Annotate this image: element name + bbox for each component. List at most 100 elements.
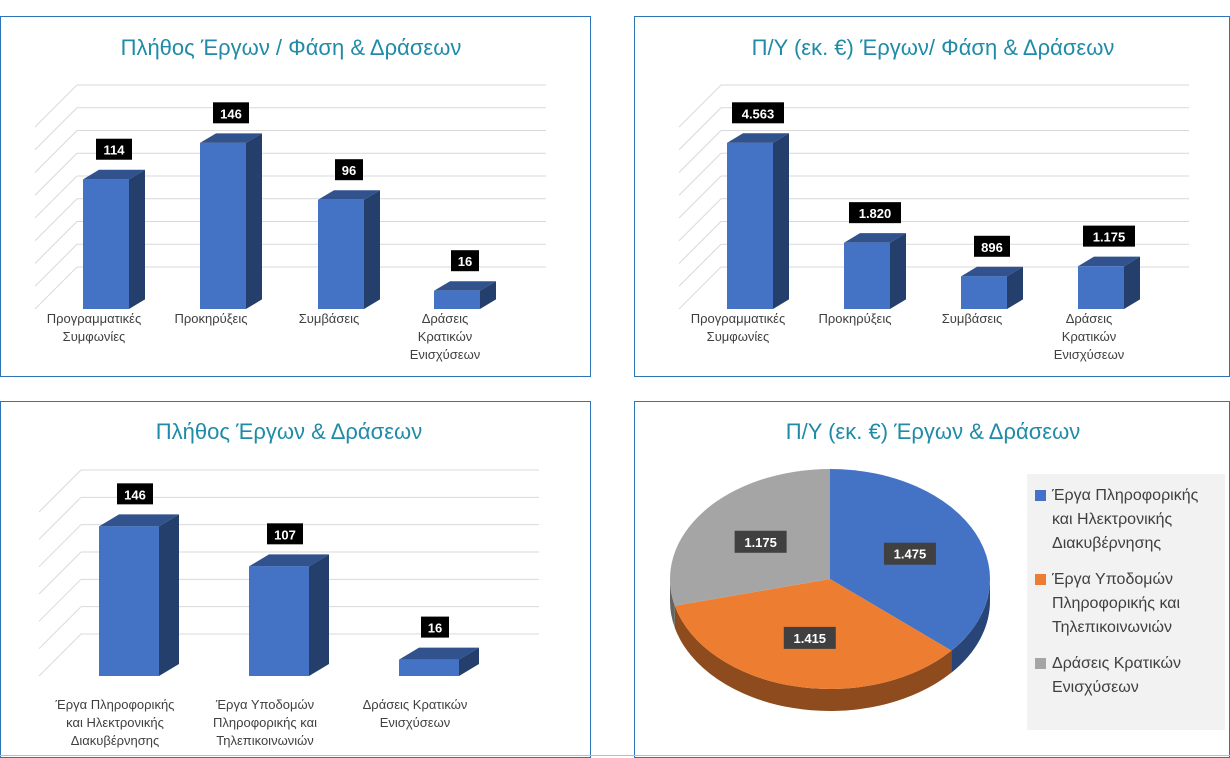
pie-data-label: 1.415 [783,626,836,649]
bar-side [159,514,179,676]
data-label: 96 [335,159,363,181]
data-label: 146 [213,102,249,124]
bar-top [1078,256,1140,267]
bar [318,190,380,309]
bar [399,647,479,676]
legend-item: Δράσεις Κρατικών Ενισχύσεων [1035,655,1181,696]
grid-line [38,469,82,513]
grid-line [678,266,722,310]
bar [434,281,496,309]
bar [99,514,179,676]
bar-front [99,526,159,676]
bar-top [318,190,380,200]
pie-slice-side [670,579,675,628]
grid-line [678,84,722,128]
grid-line [38,496,82,540]
category-label: Προγραμματικές Συμφωνίες [47,311,142,344]
svg-text:896: 896 [981,240,1003,255]
bar-top [99,514,179,527]
bar [249,554,329,676]
svg-text:146: 146 [124,487,146,502]
bar-side [480,281,496,309]
bar-front [200,142,246,309]
grid [34,84,546,310]
bar-side [246,133,262,309]
data-label: 107 [267,523,303,545]
bar [844,233,906,309]
grid-line [34,198,78,242]
data-label: 16 [451,250,479,272]
svg-text:96: 96 [342,163,356,178]
legend-box [1027,474,1225,730]
bar-top [727,133,789,143]
chart-title: Πλήθος Έργων / Φάση & Δράσεων [121,35,462,60]
bar-front [961,276,1007,309]
legend: Έργα Πληροφορικής και Ηλεκτρονικής Διακυβέ… [1027,474,1225,730]
category-label: Δράσεις Κρατικών Ενισχύσεων [1054,311,1124,362]
pie-slice-side [951,579,990,673]
bar-front [399,659,459,676]
legend-swatch [1035,658,1046,669]
svg-text:4.563: 4.563 [742,106,775,121]
grid-line [38,578,82,622]
grid-line [38,551,82,595]
data-label: 16 [421,616,449,638]
bar-side [1007,266,1023,309]
bar-top [961,266,1023,277]
svg-text:146: 146 [220,106,242,121]
panel-projects-by-type: Πλήθος Έργων & Δράσεων 146 Έργα Πληροφορικ… [0,401,591,758]
grid-line [678,130,722,173]
bar-top [844,233,906,243]
panel-projects-by-phase: Πλήθος Έργων / Φάση & Δράσεων 114 Προγραμμ… [0,16,591,377]
grid-line [34,130,78,173]
legend-swatch [1035,574,1046,585]
grid-line [38,606,82,650]
data-label: 1.820 [849,202,901,224]
pie-chart-budget-by-type: Π/Υ (εκ. €) Έργων & Δράσεων 1.475 1.415 1.1… [670,419,1225,730]
grid-line [34,152,78,196]
grid [678,84,1189,310]
bar-side [129,169,145,309]
bar-front [434,290,480,309]
pie-data-label: 1.175 [734,530,787,553]
legend-item: Έργα Υποδομών Πληροφορικής και Τηλεπικοινω… [1035,571,1180,636]
bar-side [459,647,479,676]
svg-text:114: 114 [104,143,126,158]
grid-line [34,266,78,310]
grid-line [678,152,722,196]
chart-title: Π/Υ (εκ. €) Έργων/ Φάση & Δράσεων [752,35,1115,60]
data-label: 896 [974,235,1010,257]
bar-front [318,199,364,309]
grid-line [38,524,82,568]
data-label: 146 [117,483,153,505]
category-label: Δράσεις Κρατικών Ενισχύσεων [410,311,480,362]
svg-text:16: 16 [428,621,442,636]
data-label: 1.175 [1083,225,1135,247]
pie-slice-side [674,605,952,711]
svg-text:1.820: 1.820 [859,206,892,221]
chart-title: Π/Υ (εκ. €) Έργων & Δράσεων [786,419,1081,444]
category-label: Προγραμματικές Συμφωνίες [691,311,786,344]
bar-front [249,566,309,676]
data-label: 114 [96,138,132,160]
legend-swatch [1035,490,1046,501]
chart-title: Πλήθος Έργων & Δράσεων [156,419,422,444]
bar-side [309,554,329,676]
bar-front [1078,266,1124,309]
legend-item: Έργα Πληροφορικής και Ηλεκτρονικής Διακυβέ… [1035,487,1199,552]
bar [200,133,262,309]
bar-side [1124,256,1140,309]
bar [83,169,145,309]
bar-side [364,190,380,309]
bar-top [200,133,262,143]
grid-line [678,221,722,264]
bar-top [83,169,145,180]
grid-line [34,84,78,128]
bar-front [83,179,129,309]
grid-line [34,107,78,151]
grid-line [34,221,78,264]
grid-line [678,198,722,242]
bar-front [727,142,773,309]
category-label: Προκηρύξεις [174,311,247,326]
bar [1078,256,1140,309]
